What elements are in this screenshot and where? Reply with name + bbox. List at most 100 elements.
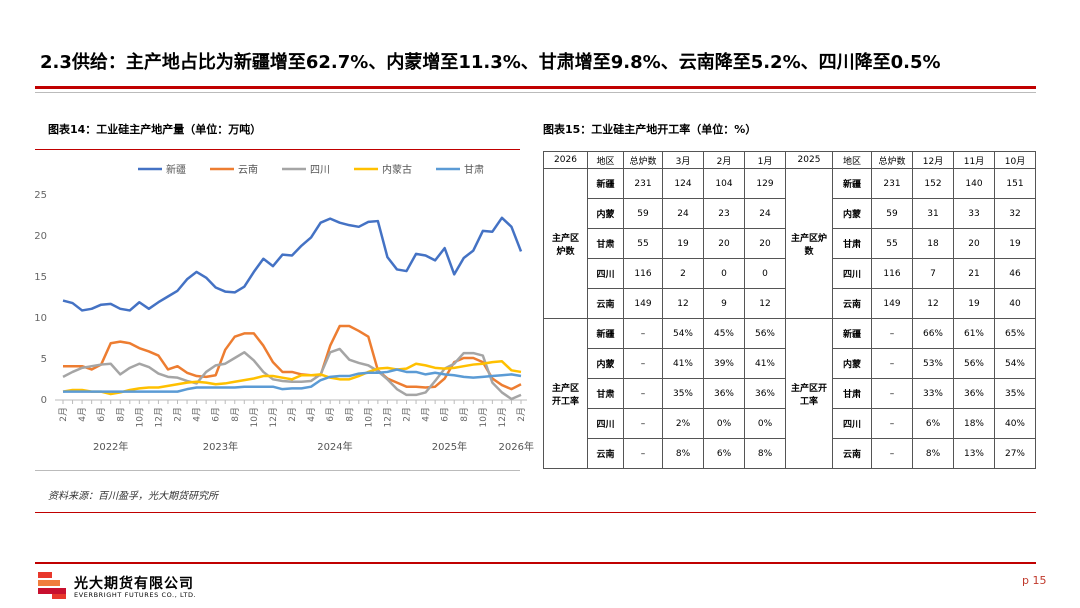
table-cell: 1月 (744, 151, 786, 169)
table-cell: 甘肃 (587, 228, 624, 259)
table-cell: 65% (994, 318, 1036, 349)
table-row: 四川 116 2 0 0 四川 116 7 21 46 (544, 258, 1036, 289)
table-cell: 8% (662, 438, 704, 469)
table-row: 云南 149 12 9 12 云南 149 12 19 40 (544, 288, 1036, 319)
table-cell: – (871, 318, 913, 349)
y-tick-label: 20 (34, 231, 47, 242)
table-cell: 内蒙 (587, 348, 624, 379)
x-group-label: 2026年 (499, 440, 534, 453)
table-cell: 新疆 (587, 318, 624, 349)
table-cell: 9 (703, 288, 745, 319)
x-tick-label: 2月 (173, 407, 184, 422)
source-note: 资料来源：百川盈孚，光大期货研究所 (48, 491, 218, 502)
x-tick-label: 4月 (306, 407, 317, 422)
table-cell: 56% (953, 348, 995, 379)
table-cell: 总炉数 (623, 151, 663, 169)
table-cell: 0% (703, 408, 745, 439)
table-cell: 四川 (587, 258, 624, 289)
table-cell: – (871, 348, 913, 379)
legend-label: 四川 (310, 165, 330, 176)
table-row: 内蒙 –41% 39% 41% 内蒙 –53% 56% 54% (544, 348, 1036, 379)
legend-label: 内蒙古 (382, 163, 412, 176)
x-tick-label: 10月 (134, 407, 145, 427)
x-tick-label: 2月 (516, 407, 527, 422)
table-cell: 35% (662, 378, 704, 409)
table-row: 主产区炉数 新疆 231 124 104 129 主产区炉数 新疆 231 152 140 151 (543, 168, 1036, 319)
table-cell: – (871, 438, 913, 469)
table-cell: 231 (623, 168, 663, 199)
x-tick-label: 10月 (363, 407, 374, 427)
table-cell: – (623, 318, 663, 349)
table-cell: 10月 (994, 151, 1036, 169)
table-cell: 104 (703, 168, 745, 199)
line-series (63, 324, 522, 391)
table-cell: 主产区开工率 (785, 318, 833, 469)
table-cell: 54% (994, 348, 1036, 379)
table-cell: 甘肃 (832, 378, 872, 409)
table-cell: 39% (703, 348, 745, 379)
table-cell: 116 (623, 258, 663, 289)
chart: 0 5 10 15 20 25 2月 4月 6月 8月 10月 12月 2月 4月 6月 8月 10月 12月 2月… (34, 163, 534, 453)
x-tick-label: 6月 (96, 407, 107, 422)
table-cell: 27% (994, 438, 1036, 469)
table-cell: 24 (744, 198, 786, 229)
table-cell: 主产区炉数 (543, 168, 588, 319)
table-cell: – (623, 348, 663, 379)
table-cell: 21 (953, 258, 995, 289)
table-cell: 3月 (662, 151, 704, 169)
table-cell: 0% (744, 408, 786, 439)
table-cell: 40 (994, 288, 1036, 319)
table-cell: 61% (953, 318, 995, 349)
divider (35, 512, 1036, 513)
table-cell: 46 (994, 258, 1036, 289)
table-cell: 12 (912, 288, 954, 319)
table-cell: 新疆 (832, 318, 872, 349)
table-cell: 12 (662, 288, 704, 319)
divider (35, 562, 1036, 564)
table-cell: 152 (912, 168, 954, 199)
legend-label: 云南 (238, 163, 258, 176)
table-cell: 54% (662, 318, 704, 349)
table-cell: 总炉数 (871, 151, 913, 169)
table-cell: 41% (744, 348, 786, 379)
table-cell: 129 (744, 168, 786, 199)
table-cell: 四川 (832, 258, 872, 289)
table-cell: – (623, 378, 663, 409)
x-tick-label: 6月 (325, 407, 336, 422)
table-cell: 0 (744, 258, 786, 289)
table-cell: 7 (912, 258, 954, 289)
x-tick-label: 12月 (497, 407, 508, 427)
table-cell: 地区 (832, 151, 872, 169)
table-cell: 云南 (587, 438, 624, 469)
table-cell: 19 (662, 228, 704, 259)
table-cell: 四川 (587, 408, 624, 439)
x-tick-label: 8月 (115, 407, 126, 422)
divider (35, 92, 1036, 93)
legend-label: 甘肃 (464, 163, 484, 176)
table-row: 主产区开工率 新疆 –54% 45% 56% 主产区开工率 新疆 –66% 61% 65% (543, 318, 1036, 469)
divider (35, 149, 520, 150)
table-cell: 12月 (912, 151, 954, 169)
table-cell: 36% (953, 378, 995, 409)
table-cell: 19 (994, 228, 1036, 259)
y-tick-label: 10 (34, 313, 47, 324)
table-cell: 2月 (703, 151, 745, 169)
divider (35, 470, 520, 471)
table-cell: 33 (953, 198, 995, 229)
x-tick-label: 6月 (440, 407, 451, 422)
x-group-label: 2024年 (317, 440, 352, 453)
table-cell: 59 (623, 198, 663, 229)
x-tick-label: 8月 (459, 407, 470, 422)
table-cell: 主产区开工率 (543, 318, 588, 469)
y-tick-label: 5 (41, 354, 47, 365)
table-cell: 140 (953, 168, 995, 199)
table-row: 云南 –8% 6% 8% 云南 –8% 13% 27% (544, 438, 1036, 469)
table-cell: 151 (994, 168, 1036, 199)
table-cell: 8% (912, 438, 954, 469)
x-tick-label: 4月 (192, 407, 203, 422)
table-cell: 31 (912, 198, 954, 229)
table-row: 四川 –2% 0% 0% 四川 –6% 18% 40% (544, 408, 1036, 439)
table-cell: 四川 (832, 408, 872, 439)
line-series (62, 360, 522, 396)
company-name: 光大期货有限公司 (74, 576, 194, 592)
